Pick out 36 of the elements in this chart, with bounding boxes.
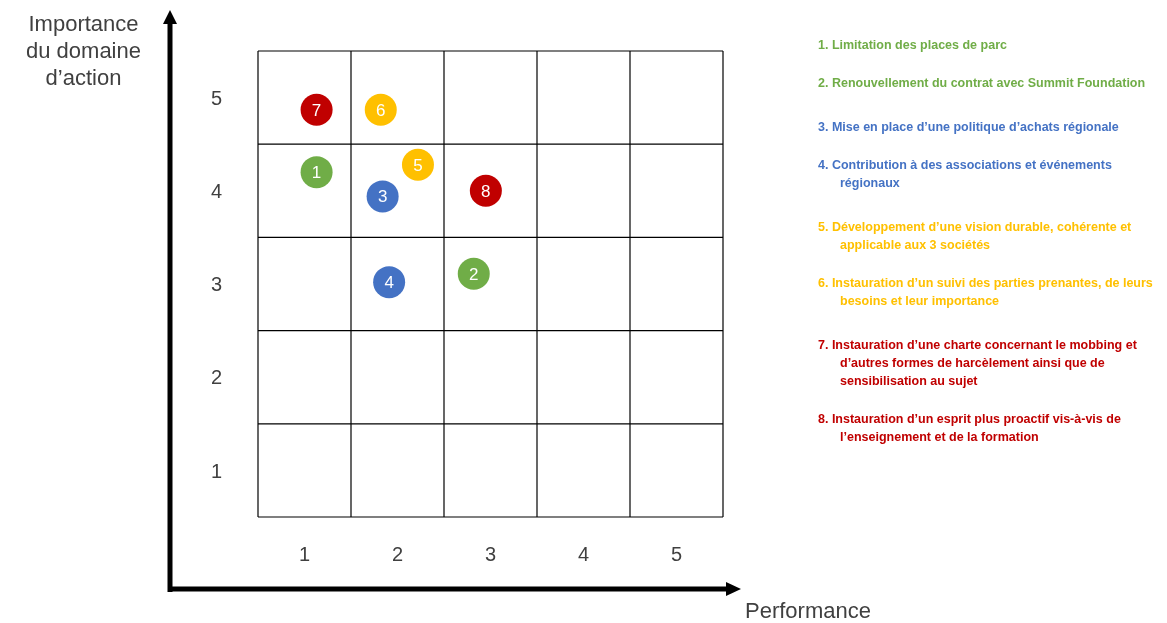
- text: 4. Contribution à des associations et événements régionaux: [818, 157, 1113, 192]
- y-tick-label: 5: [210, 86, 222, 109]
- point: [300, 156, 333, 189]
- y-tick-label: 2: [210, 366, 222, 389]
- x-tick-label: 4: [577, 543, 590, 566]
- series-label: 4: [384, 273, 394, 293]
- text: 6. Instauration d’un suivi des parties prenantes, de leurs besoins et leur importance: [818, 275, 1154, 310]
- series-label: 2: [469, 264, 479, 284]
- text: 7. Instauration d’une charte concernant le mobbing et d’autres formes de harcèlement ainsi que de sensibilisation au sujet: [818, 337, 1138, 390]
- series-label: 6: [376, 100, 386, 120]
- x-axis-title: Performance: [744, 598, 872, 623]
- text: 8. Instauration d’un esprit plus proactif vis-à-vis de l’enseignement et de la formation: [818, 411, 1122, 446]
- x-tick-label: 1: [298, 543, 311, 566]
- text: 2. Renouvellement du contrat avec Summit Foundation: [818, 75, 1147, 92]
- text: 1. Limitation des places de parc: [818, 37, 1008, 54]
- point: [300, 93, 333, 126]
- point: [364, 93, 397, 126]
- text: 3. Mise en place d’une politique d’achats régionale: [818, 119, 1120, 136]
- text: 5. Développement d’une vision durable, cohérente et applicable aux 3 sociétés: [818, 219, 1133, 254]
- point: [373, 266, 406, 299]
- y-tick-label: 1: [210, 459, 222, 482]
- x-tick-label: 3: [484, 543, 497, 566]
- y-tick-label: 3: [210, 273, 222, 296]
- series-label: 7: [311, 100, 322, 120]
- series-label: 3: [377, 187, 388, 207]
- point: [469, 174, 502, 207]
- series-label: 1: [311, 163, 322, 183]
- x-tick-label: 2: [391, 543, 404, 566]
- series-label: 8: [481, 181, 491, 201]
- x-tick-label: 5: [670, 543, 683, 566]
- y-axis-title: Importance du domaine d’action: [25, 10, 142, 91]
- point: [366, 180, 399, 213]
- point: [401, 148, 434, 181]
- point: [457, 257, 490, 290]
- y-tick-label: 4: [210, 179, 222, 202]
- series-label: 5: [413, 155, 423, 175]
